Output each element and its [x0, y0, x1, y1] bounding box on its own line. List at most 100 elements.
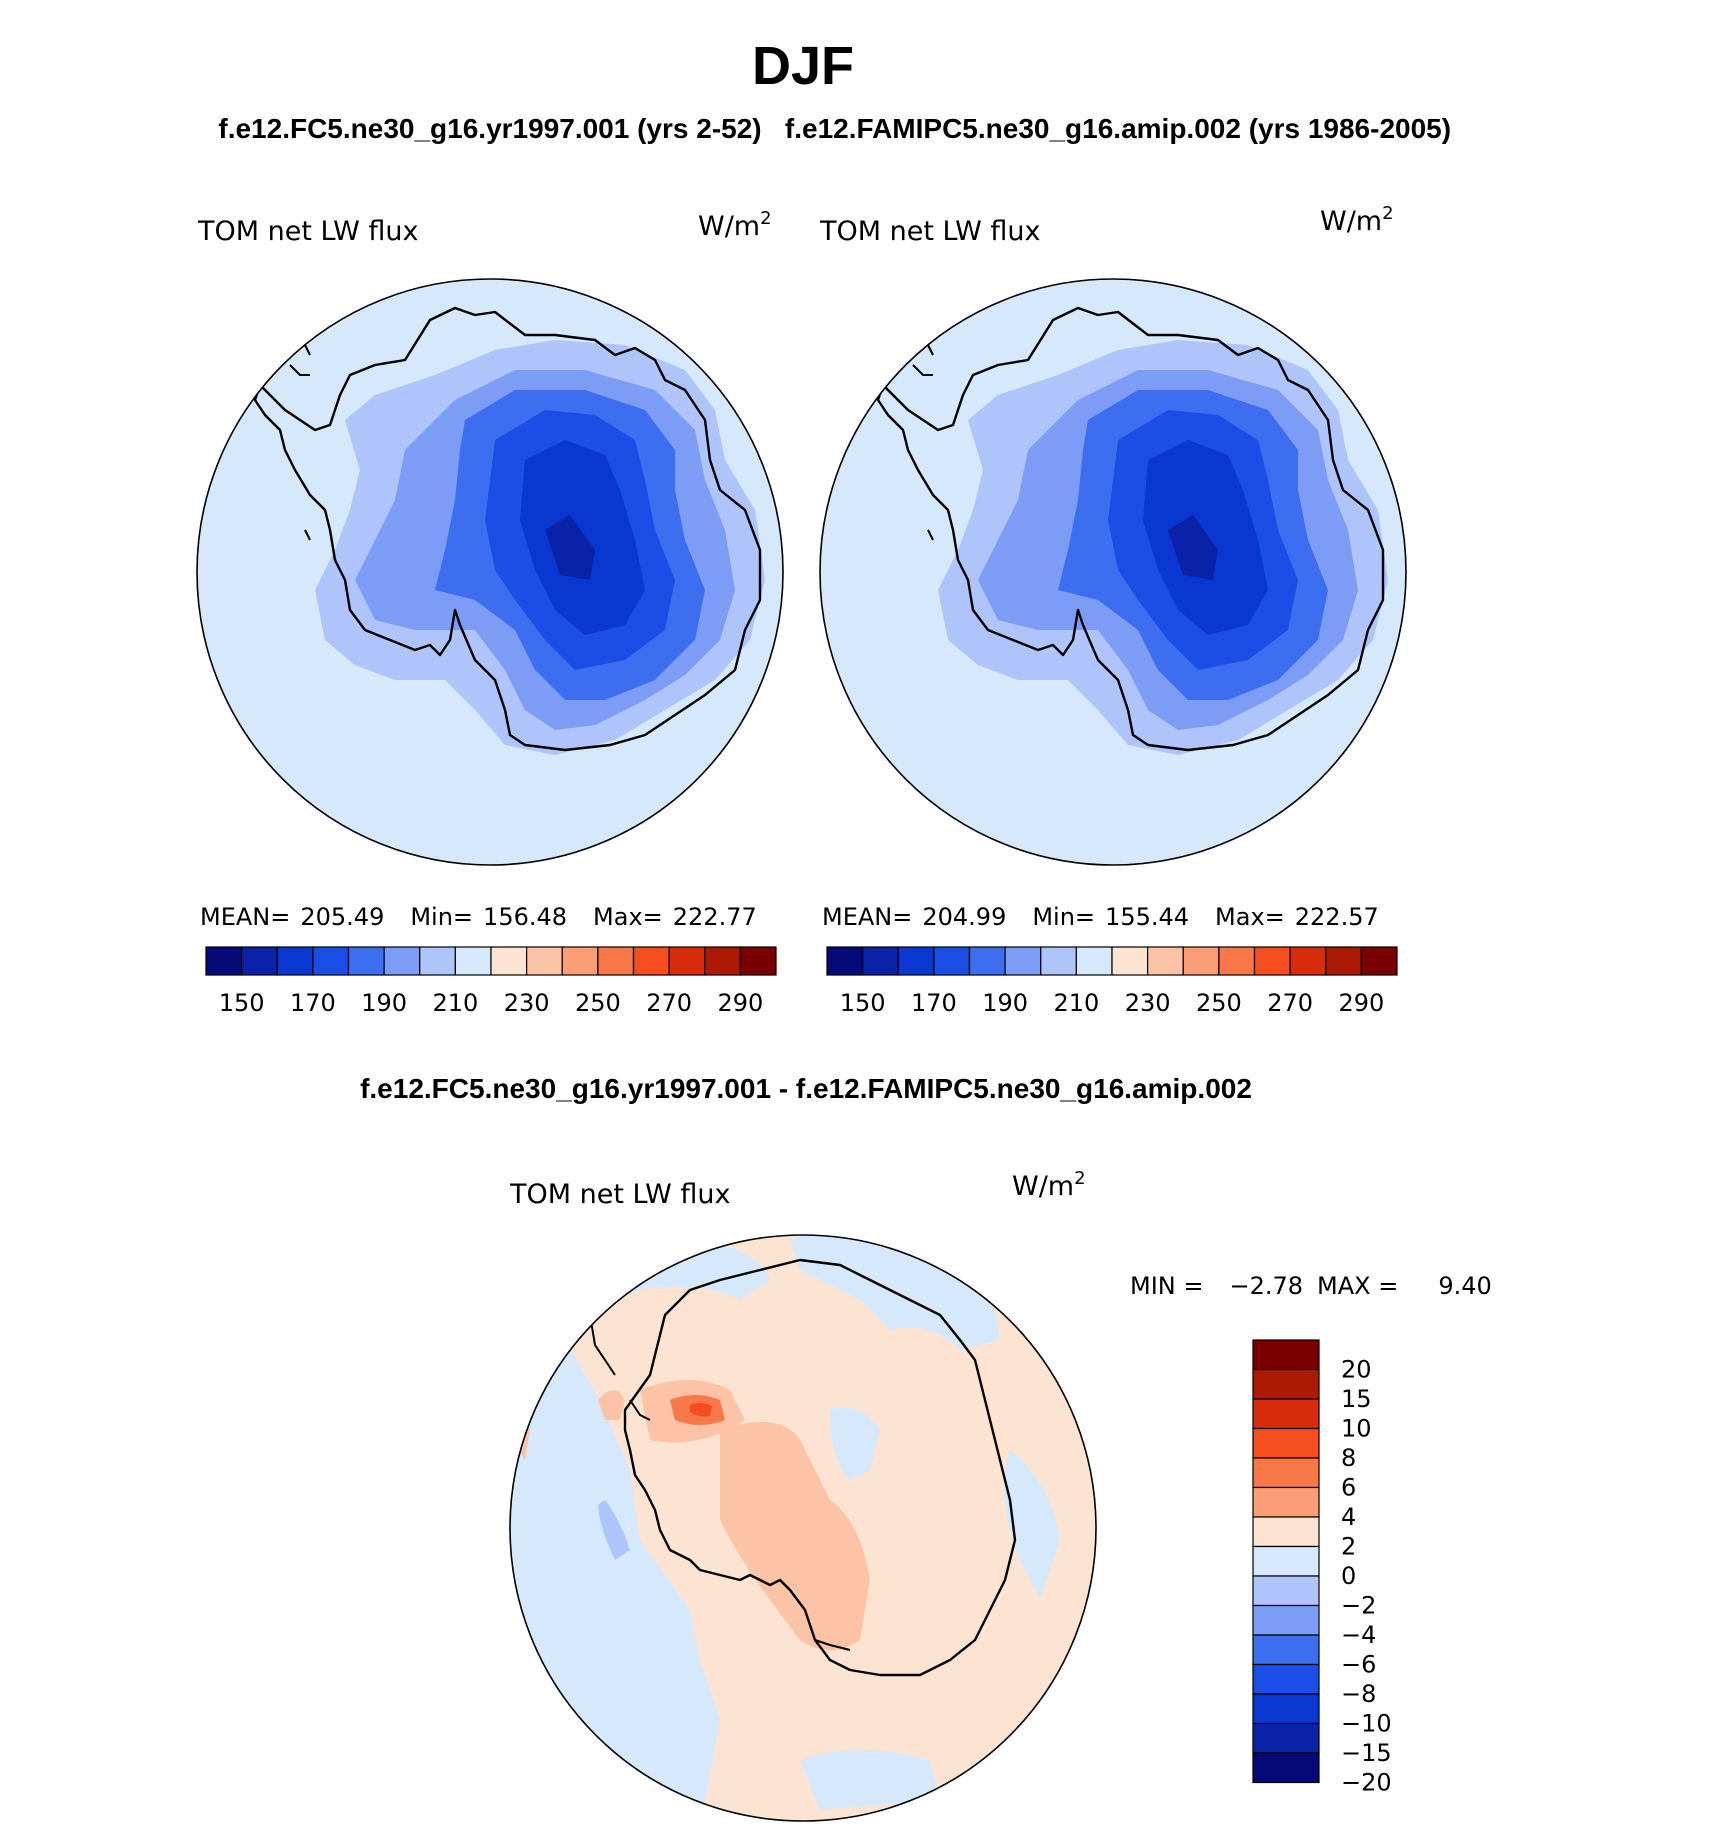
diff-colorbar-swatch: [1252, 1516, 1320, 1548]
panel1-colorbar-tick-label: 190: [361, 989, 407, 1017]
diff-colorbar-tick-label: −4: [1341, 1621, 1376, 1649]
panel1-colorbar-tick-label: 250: [575, 989, 621, 1017]
diff-neg-patch: [598, 1500, 630, 1560]
panel2-units: W/m2: [1320, 203, 1394, 237]
diff-map-boundary: [509, 1234, 1097, 1822]
panel1-colorbar: 150 170 190 210 230 250 270 290: [205, 946, 777, 1017]
diff-colorbar-swatch: [1252, 1752, 1320, 1784]
panel1-colorbar-swatch: [454, 946, 492, 976]
panel1-colorbar-swatch: [205, 946, 243, 976]
diff-colorbar-swatch: [1252, 1339, 1320, 1371]
diff-colorbar-swatch: [1252, 1545, 1320, 1577]
diff-colorbar-swatch: [1252, 1634, 1320, 1666]
panel2-colorbar-tick-label: 270: [1267, 989, 1313, 1017]
panel2-colorbar-swatch: [1075, 946, 1113, 976]
panel2-colorbar-swatch: [933, 946, 971, 976]
diff-neg-region-south: [800, 1750, 940, 1810]
panel2-colorbar-swatch: [897, 946, 935, 976]
panel1-colorbar-swatch: [347, 946, 385, 976]
diff-colorbar-swatch: [1252, 1693, 1320, 1725]
panel1-colorbar-swatch: [526, 946, 563, 976]
diff-colorbar-swatch: [1252, 1663, 1320, 1695]
panel1-stats: MEAN= 205.49 Min= 156.48 Max= 222.77: [200, 903, 757, 931]
diff-colorbar-tick-label: 10: [1341, 1415, 1372, 1443]
diff-units: W/m2: [1012, 1168, 1086, 1202]
panel1-colorbar-swatch: [561, 946, 599, 976]
panel2-colorbar-swatch: [1147, 946, 1184, 976]
diff-colorbar-tick-label: −10: [1341, 1710, 1392, 1738]
panel1-colorbar-tick-label: 170: [290, 989, 336, 1017]
panel2-colorbar-swatch: [1289, 946, 1327, 976]
panel2-colorbar-swatch: [1040, 946, 1077, 976]
diff-colorbar-tick-label: 20: [1341, 1356, 1372, 1384]
diff-colorbar-tick-label: 6: [1341, 1474, 1356, 1502]
panel1-colorbar-tick-label: 230: [504, 989, 550, 1017]
diff-title: f.e12.FC5.ne30_g16.yr1997.001 - f.e12.FA…: [360, 1073, 1252, 1104]
diff-colorbar-tick-label: −20: [1341, 1769, 1392, 1797]
diff-pos-region-interior: [720, 1422, 870, 1650]
panel2-case-title: f.e12.FAMIPC5.ne30_g16.amip.002 (yrs 198…: [785, 113, 1451, 144]
panel2-colorbar-swatch: [968, 946, 1006, 976]
diff-colorbar-swatch: [1252, 1575, 1320, 1607]
panel1-map-boundary: [196, 278, 784, 866]
panel2-colorbar-swatch: [1111, 946, 1149, 976]
panel1-colorbar-tick-label: 270: [646, 989, 692, 1017]
panel2-colorbar-tick-label: 170: [911, 989, 957, 1017]
panel2-colorbar-tick-label: 210: [1053, 989, 1099, 1017]
diff-colorbar-tick-label: −6: [1341, 1651, 1376, 1679]
panel1-colorbar-swatch: [739, 946, 777, 976]
diff-variable-label: TOM net LW flux: [509, 1179, 730, 1210]
panel2-colorbar-swatch: [1325, 946, 1362, 976]
diff-pos-patch-west: [598, 1390, 625, 1420]
panel1-colorbar-swatch: [632, 946, 670, 976]
panel2-colorbar-swatch: [826, 946, 864, 976]
panel1-colorbar-swatch: [419, 946, 456, 976]
diff-colorbar-tick-label: 8: [1341, 1444, 1356, 1472]
panel2-map: [819, 278, 1407, 866]
diff-colorbar-swatch: [1252, 1486, 1320, 1518]
panel1-colorbar-swatch: [276, 946, 314, 976]
panel2-colorbar-tick-label: 230: [1125, 989, 1171, 1017]
diff-colorbar-tick-label: −8: [1341, 1680, 1376, 1708]
diff-colorbar-swatch: [1252, 1722, 1320, 1754]
diff-neg-region-east: [1004, 1450, 1060, 1600]
panel2-colorbar-tick-label: 150: [840, 989, 886, 1017]
diff-colorbar-tick-label: 4: [1341, 1503, 1356, 1531]
panel1-colorbar-tick-label: 290: [717, 989, 763, 1017]
panel2-colorbar-swatch: [1004, 946, 1042, 976]
diff-max-core: [690, 1402, 712, 1417]
panel2-variable-label: TOM net LW flux: [819, 216, 1040, 247]
panel1-map: [196, 278, 784, 866]
panel1-colorbar-swatch: [597, 946, 635, 976]
panel1-colorbar-tick-label: 150: [219, 989, 265, 1017]
diff-colorbar-swatch: [1252, 1604, 1320, 1636]
panel1-case-title: f.e12.FC5.ne30_g16.yr1997.001 (yrs 2-52): [218, 113, 761, 144]
diff-colorbar-swatch: [1252, 1368, 1320, 1400]
panel1-colorbar-swatch: [312, 946, 350, 976]
panel1-colorbar-swatch: [241, 946, 278, 976]
panel1-colorbar-swatch: [383, 946, 421, 976]
panel1-colorbar-swatch: [668, 946, 706, 976]
panel2-stats: MEAN= 204.99 Min= 155.44 Max= 222.57: [822, 903, 1379, 931]
panel2-colorbar-tick-label: 250: [1196, 989, 1242, 1017]
diff-map: [509, 1234, 1097, 1822]
diff-colorbar-tick-label: 2: [1341, 1533, 1356, 1561]
panel1-variable-label: TOM net LW flux: [197, 216, 418, 247]
panel1-units: W/m2: [698, 208, 772, 242]
panel2-colorbar-swatch: [1253, 946, 1291, 976]
diff-colorbar-swatch: [1252, 1457, 1320, 1489]
diff-colorbar-tick-label: −2: [1341, 1592, 1376, 1620]
diff-colorbar-tick-label: 0: [1341, 1562, 1356, 1590]
page-title: DJF: [752, 36, 854, 96]
panel2-colorbar-swatch: [1218, 946, 1256, 976]
diff-minmax: MIN = −2.78 MAX = 9.40: [1130, 1272, 1492, 1300]
diff-colorbar-tick-label: 15: [1341, 1385, 1372, 1413]
panel2-map-boundary: [819, 278, 1407, 866]
panel2-colorbar-tick-label: 190: [982, 989, 1028, 1017]
diff-colorbar-tick-label: −15: [1341, 1739, 1392, 1767]
diff-neg-region-interior: [830, 1407, 880, 1480]
panel2-colorbar-swatch: [1182, 946, 1220, 976]
panel2-colorbar-tick-label: 290: [1338, 989, 1384, 1017]
panel1-colorbar-swatch: [490, 946, 528, 976]
